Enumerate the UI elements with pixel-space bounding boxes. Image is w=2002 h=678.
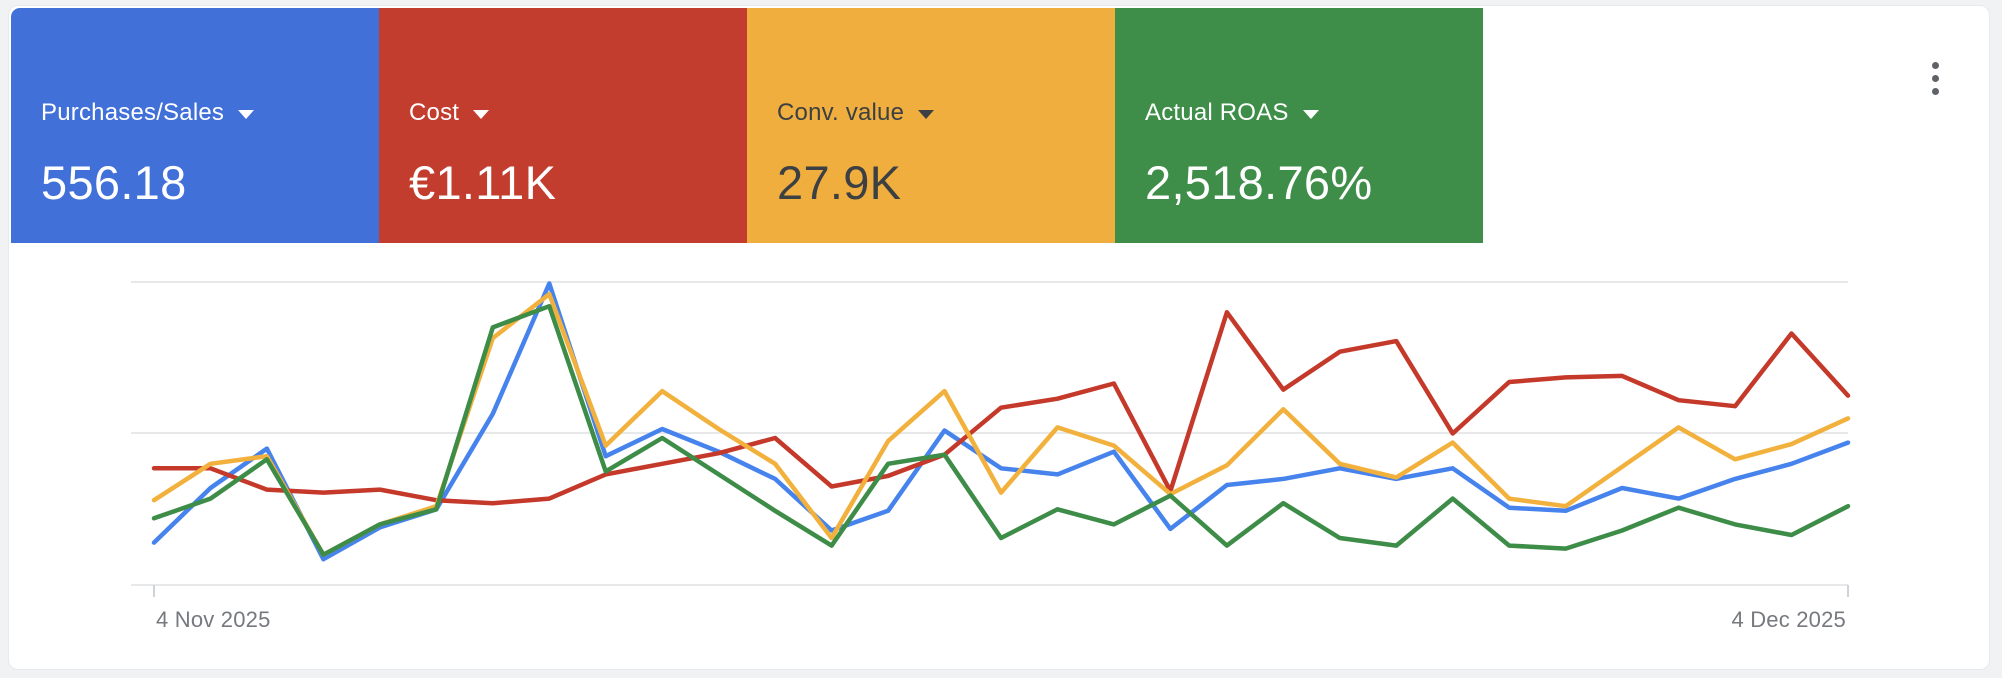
x-axis-start-label: 4 Nov 2025 <box>156 607 271 632</box>
chevron-down-icon <box>918 109 935 119</box>
more-options-button[interactable] <box>1911 50 1959 106</box>
metric-label: Cost <box>409 98 460 126</box>
metric-cards-row: Purchases/Sales 556.18 Cost €1.11K Conv.… <box>11 8 1483 243</box>
chevron-down-icon <box>238 109 255 119</box>
metric-label: Purchases/Sales <box>41 98 225 126</box>
series-line-actual-roas <box>151 303 1851 557</box>
metric-card-cost[interactable]: Cost €1.11K <box>379 8 747 243</box>
metric-label: Conv. value <box>777 98 905 126</box>
metrics-chart-card: Purchases/Sales 556.18 Cost €1.11K Conv.… <box>8 5 1990 670</box>
metric-label: Actual ROAS <box>1145 98 1289 126</box>
chevron-down-icon <box>473 109 490 119</box>
metric-value: 2,518.76% <box>1145 155 1373 209</box>
metric-card-purchases-sales[interactable]: Purchases/Sales 556.18 <box>11 8 379 243</box>
metric-value: €1.11K <box>409 155 557 209</box>
metric-value: 556.18 <box>41 155 187 209</box>
x-axis-end-label: 4 Dec 2025 <box>1731 607 1846 632</box>
metric-card-actual-roas[interactable]: Actual ROAS 2,518.76% <box>1115 8 1483 243</box>
metric-card-conv-value[interactable]: Conv. value 27.9K <box>747 8 1115 243</box>
time-series-chart <box>131 281 1851 597</box>
series-line-cost <box>151 310 1851 506</box>
chevron-down-icon <box>1302 109 1319 119</box>
metric-value: 27.9K <box>777 155 902 209</box>
